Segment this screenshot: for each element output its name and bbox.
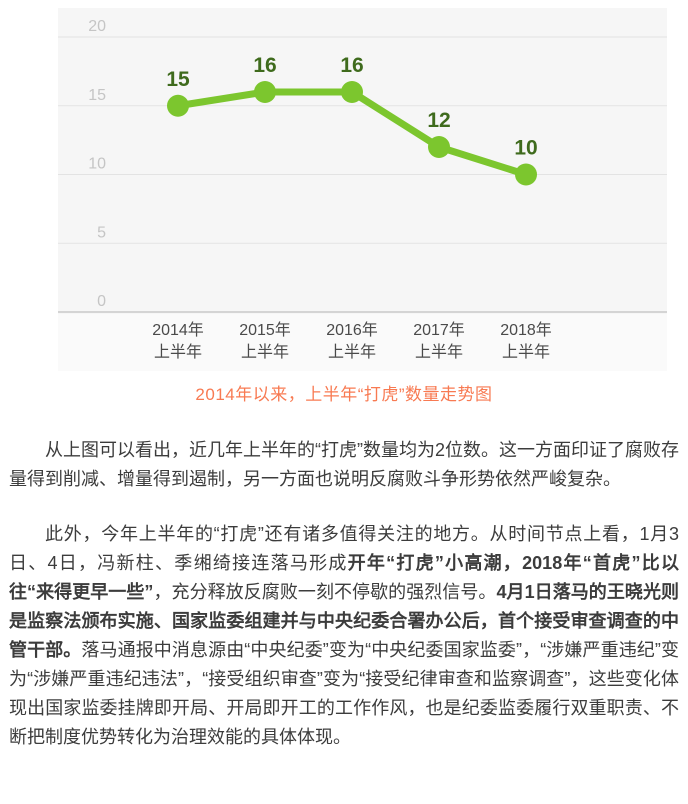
data-point [167,94,189,117]
data-point [515,163,537,186]
chart-panel [58,8,667,371]
paragraph: 此外，今年上半年的“打虎”还有诸多值得关注的地方。从时间节点上看，1月3日、4日… [9,520,679,752]
text-run: 此外，今年上半年的“打虎”还有诸多值得关注的地方。从时间节点上看，1月3日、4日… [9,524,679,573]
article-body: 从上图可以看出，近几年上半年的“打虎”数量均为2位数。这一方面印证了腐败存量得到… [0,436,688,752]
value-label: 12 [427,109,450,132]
x-tick-label: 2014年上半年 [152,321,204,361]
tiger-trend-chart: 20 15 10 5 0 15 2014年上半年 16 2015年上半年 16 2016年上半年 12… [0,0,688,372]
value-label: 16 [253,54,276,77]
x-tick-label: 2017年上半年 [413,321,465,361]
bold-text-run: 4月1日落马的王晓光则是监察法颁布实施、国家监委组建并与中央纪委合署办公后，首个… [9,582,680,660]
text-run: 落马通报中消息源由“中央纪委”变为“中央纪委国家监委”，“涉嫌严重违纪”变为“涉… [9,640,679,747]
line-chart-svg: 20 15 10 5 0 15 2014年上半年 16 2015年上半年 16 2016年上半年 12… [58,8,667,371]
y-tick-label: 10 [88,156,106,173]
text-run: ，充分释放反腐败一刻不停歇的强烈信号。 [153,582,497,602]
paragraph: 从上图可以看出，近几年上半年的“打虎”数量均为2位数。这一方面印证了腐败存量得到… [9,436,679,494]
x-tick-label: 2015年上半年 [239,321,291,361]
data-point [341,81,363,103]
y-tick-label: 0 [97,293,106,310]
x-tick-label: 2016年上半年 [326,321,378,361]
data-point [428,136,450,158]
bold-text-run: 开年“打虎”小高潮，2018年“首虎”比以往“来得更早一些” [9,553,679,602]
y-tick-label: 20 [88,18,106,35]
text-run: 从上图可以看出，近几年上半年的“打虎”数量均为2位数。这一方面印证了腐败存量得到… [9,440,679,489]
x-tick-label: 2018年上半年 [500,321,552,361]
x-label-band [58,314,667,371]
data-point [254,81,276,103]
value-label: 16 [340,54,363,77]
chart-caption: 2014年以来，上半年“打虎”数量走势图 [195,385,493,404]
y-tick-label: 15 [88,87,106,104]
y-tick-label: 5 [97,224,106,241]
value-label: 10 [514,137,537,160]
value-label: 15 [166,68,190,91]
